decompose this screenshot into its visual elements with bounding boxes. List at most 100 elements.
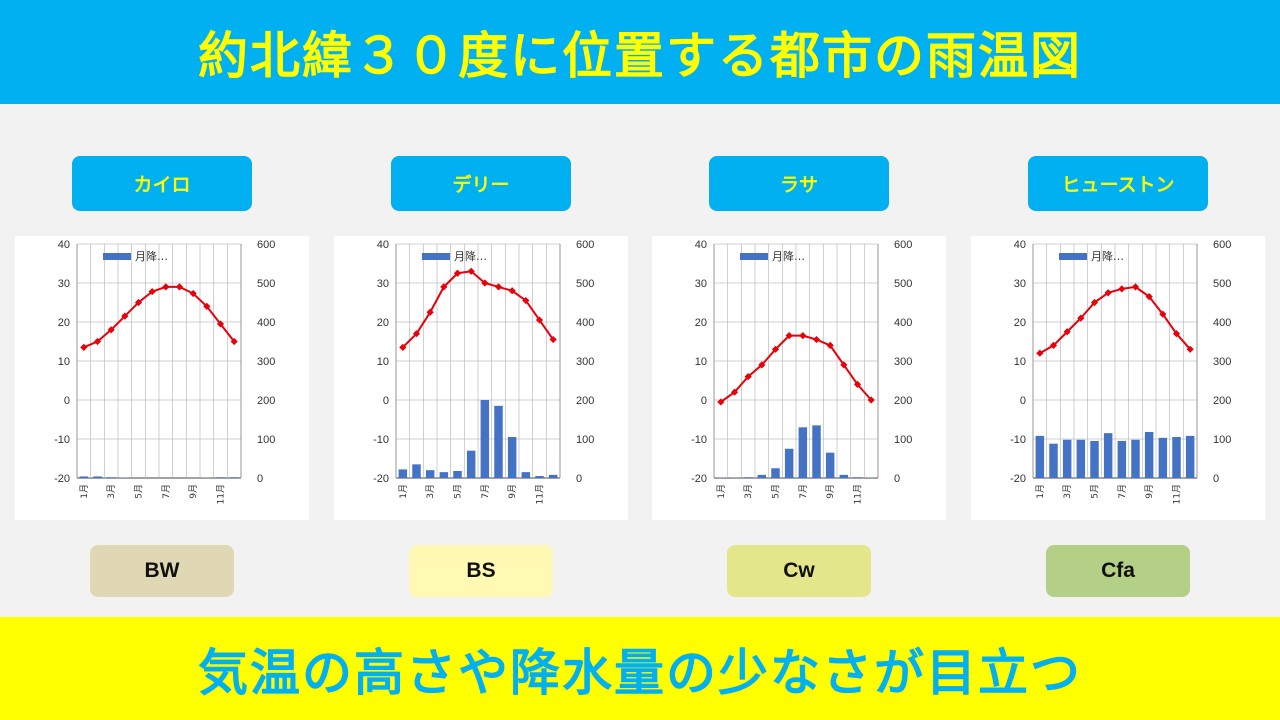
precipitation-bar — [1049, 443, 1058, 478]
y-right-tick-label: 100 — [576, 434, 594, 446]
y-right-tick-label: 300 — [257, 356, 275, 368]
temperature-point — [412, 330, 421, 338]
legend-swatch — [1059, 253, 1087, 260]
climate-label-delhi: BS — [409, 545, 553, 597]
precipitation-bar — [1062, 439, 1072, 478]
temperature-point — [771, 345, 780, 353]
precipitation-bar — [839, 474, 849, 478]
chart-houston: 40 600 30 500 20 400 10 300 0 200 -10 100 -20 0 1月 3月 5月… — [971, 236, 1265, 520]
y-right-tick-label: 0 — [1213, 473, 1219, 485]
climate-label-lhasa: Cw — [727, 545, 871, 597]
precipitation-bar — [1172, 437, 1181, 478]
y-left-tick-label: 0 — [383, 395, 389, 407]
temperature-line — [83, 285, 235, 349]
precipitation-bar — [439, 472, 449, 478]
legend-swatch — [103, 253, 131, 260]
temperature-point — [1077, 314, 1085, 322]
legend-label: 月降… — [135, 249, 168, 263]
legend-label: 月降… — [1091, 249, 1124, 263]
y-right-tick-label: 100 — [257, 434, 275, 446]
precipitation-bar — [453, 470, 462, 478]
y-right-tick-label: 100 — [1213, 434, 1231, 446]
precipitation-bar — [548, 474, 558, 478]
temperature-point — [1036, 349, 1044, 357]
y-left-tick-label: 40 — [58, 239, 70, 251]
precipitation-bar — [507, 437, 517, 478]
y-left-tick-label: 40 — [695, 239, 707, 251]
city-label-delhi: デリー — [391, 156, 571, 211]
y-right-tick-label: 300 — [576, 356, 594, 368]
y-left-tick-label: 10 — [695, 356, 707, 368]
y-left-tick-label: 0 — [1020, 395, 1026, 407]
temperature-point — [535, 316, 544, 324]
x-tick-label: 9月 — [188, 484, 199, 499]
precipitation-bar — [535, 476, 544, 478]
y-left-tick-label: 20 — [58, 317, 70, 329]
chart-svg: 40 600 30 500 20 400 10 300 0 200 -10 100 -20 0 1月 3月 5月… — [54, 239, 275, 504]
temperature-point — [426, 308, 434, 316]
x-tick-label: 1月 — [1035, 484, 1046, 499]
y-right-tick-label: 0 — [257, 473, 263, 485]
precipitation-bar — [1035, 435, 1045, 478]
page-title: 約北緯３０度に位置する都市の雨温図 — [0, 0, 1280, 104]
legend-swatch — [740, 253, 768, 260]
y-right-tick-label: 200 — [1213, 395, 1231, 407]
x-tick-label: 3月 — [425, 484, 436, 499]
temperature-point — [1063, 328, 1071, 336]
x-tick-label: 5月 — [134, 484, 145, 499]
x-tick-label: 5月 — [453, 484, 464, 499]
y-right-tick-label: 400 — [257, 317, 275, 329]
temperature-point — [1104, 289, 1112, 297]
y-left-tick-label: 40 — [1014, 239, 1026, 251]
temperature-point — [730, 388, 739, 396]
y-right-tick-label: 400 — [894, 317, 912, 329]
precipitation-bar — [216, 477, 225, 478]
temperature-point — [481, 279, 489, 287]
chart-svg: 40 600 30 500 20 400 10 300 0 200 -10 100 -20 0 1月 3月 5月… — [1010, 239, 1231, 504]
y-left-tick-label: 30 — [58, 278, 70, 290]
precipitation-bar — [825, 452, 835, 478]
city-label-lhasa: ラサ — [709, 156, 889, 211]
x-tick-label: 3月 — [743, 484, 754, 499]
y-left-tick-label: 10 — [58, 356, 70, 368]
y-right-tick-label: 500 — [576, 278, 594, 290]
precipitation-bar — [1158, 437, 1168, 478]
temperature-point — [812, 335, 821, 344]
y-left-tick-label: -20 — [1010, 473, 1026, 485]
city-label-houston: ヒューストン — [1028, 156, 1208, 211]
x-tick-label: 7月 — [798, 484, 809, 499]
y-right-tick-label: 0 — [894, 473, 900, 485]
y-right-tick-label: 600 — [257, 239, 275, 251]
chart-delhi: 40 600 30 500 20 400 10 300 0 200 -10 100 -20 0 1月 3月 5月… — [334, 236, 628, 520]
y-right-tick-label: 400 — [576, 317, 594, 329]
precipitation-bar — [743, 477, 753, 478]
precipitation-bar — [1076, 439, 1086, 478]
precipitation-bar — [1117, 440, 1127, 478]
temperature-line — [720, 334, 872, 403]
legend-swatch — [422, 253, 450, 260]
y-left-tick-label: 20 — [695, 317, 707, 329]
x-tick-label: 1月 — [716, 484, 727, 499]
temperature-point — [494, 283, 503, 291]
y-right-tick-label: 500 — [257, 278, 275, 290]
precipitation-bar — [784, 448, 794, 478]
climate-label-houston: Cfa — [1046, 545, 1190, 597]
precipitation-bar — [757, 474, 767, 478]
y-right-tick-label: 200 — [576, 395, 594, 407]
temperature-point — [1186, 345, 1194, 353]
temperature-point — [1159, 310, 1167, 318]
x-tick-label: 7月 — [1117, 484, 1128, 499]
x-tick-label: 5月 — [771, 484, 782, 499]
x-tick-label: 11月 — [216, 484, 227, 504]
x-tick-label: 7月 — [161, 484, 172, 499]
temperature-point — [175, 283, 184, 291]
precipitation-bar — [79, 476, 89, 478]
precipitation-bar — [1185, 435, 1195, 478]
temperature-point — [162, 283, 170, 291]
x-tick-label: 11月 — [1172, 484, 1183, 504]
y-right-tick-label: 600 — [576, 239, 594, 251]
temperature-point — [867, 396, 875, 404]
precipitation-bar — [798, 427, 808, 478]
y-left-tick-label: -10 — [691, 434, 707, 446]
y-right-tick-label: 200 — [894, 395, 912, 407]
